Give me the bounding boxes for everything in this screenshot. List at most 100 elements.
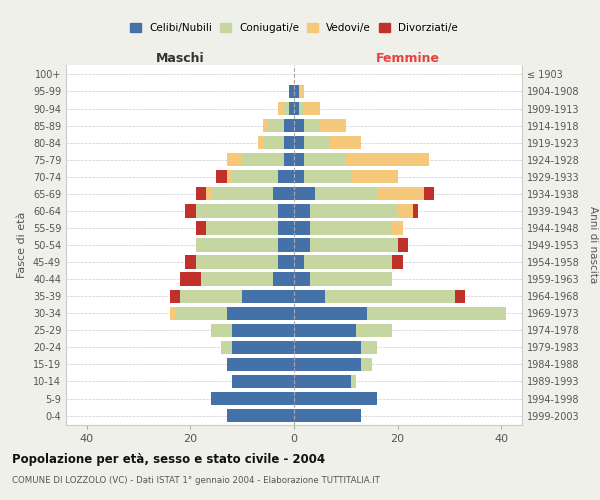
Bar [294, 85, 299, 98]
Bar [351, 375, 356, 388]
Bar [294, 409, 361, 422]
Bar [294, 340, 361, 354]
Bar [258, 136, 263, 149]
Bar [263, 136, 284, 149]
Bar [294, 290, 325, 303]
Bar [211, 187, 273, 200]
Bar [227, 306, 294, 320]
Bar [294, 272, 310, 286]
Bar [392, 222, 403, 234]
Bar [361, 340, 377, 354]
Bar [330, 136, 361, 149]
Bar [242, 290, 294, 303]
Bar [278, 238, 294, 252]
Bar [284, 102, 289, 115]
Bar [289, 85, 294, 98]
Bar [196, 187, 206, 200]
Bar [196, 256, 278, 268]
Bar [232, 324, 294, 337]
Bar [294, 153, 304, 166]
Bar [294, 306, 367, 320]
Bar [196, 238, 278, 252]
Bar [304, 136, 330, 149]
Bar [377, 187, 424, 200]
Y-axis label: Anni di nascita: Anni di nascita [588, 206, 598, 284]
Bar [268, 119, 284, 132]
Bar [325, 290, 455, 303]
Bar [221, 340, 232, 354]
Bar [304, 102, 320, 115]
Text: Femmine: Femmine [376, 52, 440, 65]
Bar [180, 290, 242, 303]
Text: COMUNE DI LOZZOLO (VC) - Dati ISTAT 1° gennaio 2004 - Elaborazione TUTTITALIA.IT: COMUNE DI LOZZOLO (VC) - Dati ISTAT 1° g… [12, 476, 380, 485]
Bar [232, 340, 294, 354]
Bar [278, 222, 294, 234]
Bar [310, 238, 398, 252]
Bar [392, 256, 403, 268]
Bar [294, 256, 304, 268]
Bar [320, 119, 346, 132]
Bar [455, 290, 465, 303]
Legend: Celibi/Nubili, Coniugati/e, Vedovi/e, Divorziati/e: Celibi/Nubili, Coniugati/e, Vedovi/e, Di… [130, 24, 458, 34]
Bar [294, 392, 377, 405]
Bar [294, 375, 351, 388]
Bar [216, 170, 227, 183]
Bar [196, 222, 206, 234]
Bar [294, 238, 310, 252]
Bar [294, 222, 310, 234]
Bar [294, 324, 356, 337]
Bar [201, 272, 273, 286]
Bar [304, 153, 346, 166]
Bar [227, 170, 232, 183]
Bar [227, 153, 242, 166]
Bar [413, 204, 418, 218]
Bar [356, 324, 392, 337]
Bar [211, 324, 232, 337]
Bar [361, 358, 372, 371]
Bar [304, 170, 351, 183]
Bar [398, 204, 413, 218]
Bar [175, 306, 227, 320]
Bar [185, 256, 196, 268]
Bar [278, 170, 294, 183]
Bar [196, 204, 278, 218]
Bar [211, 392, 294, 405]
Y-axis label: Fasce di età: Fasce di età [17, 212, 27, 278]
Bar [294, 204, 310, 218]
Bar [227, 409, 294, 422]
Bar [206, 222, 278, 234]
Text: Maschi: Maschi [155, 52, 205, 65]
Bar [242, 153, 284, 166]
Bar [424, 187, 434, 200]
Bar [398, 238, 408, 252]
Bar [310, 272, 392, 286]
Bar [304, 256, 392, 268]
Bar [273, 272, 294, 286]
Bar [304, 119, 320, 132]
Bar [294, 187, 315, 200]
Bar [367, 306, 506, 320]
Bar [294, 358, 361, 371]
Bar [273, 187, 294, 200]
Bar [289, 102, 294, 115]
Bar [294, 102, 299, 115]
Bar [263, 119, 268, 132]
Bar [232, 170, 278, 183]
Bar [299, 102, 304, 115]
Bar [232, 375, 294, 388]
Bar [185, 204, 196, 218]
Bar [299, 85, 304, 98]
Bar [170, 290, 180, 303]
Bar [170, 306, 175, 320]
Bar [346, 153, 429, 166]
Bar [310, 204, 398, 218]
Bar [315, 187, 377, 200]
Bar [284, 119, 294, 132]
Bar [294, 136, 304, 149]
Text: Popolazione per età, sesso e stato civile - 2004: Popolazione per età, sesso e stato civil… [12, 452, 325, 466]
Bar [278, 204, 294, 218]
Bar [284, 136, 294, 149]
Bar [294, 119, 304, 132]
Bar [351, 170, 398, 183]
Bar [310, 222, 392, 234]
